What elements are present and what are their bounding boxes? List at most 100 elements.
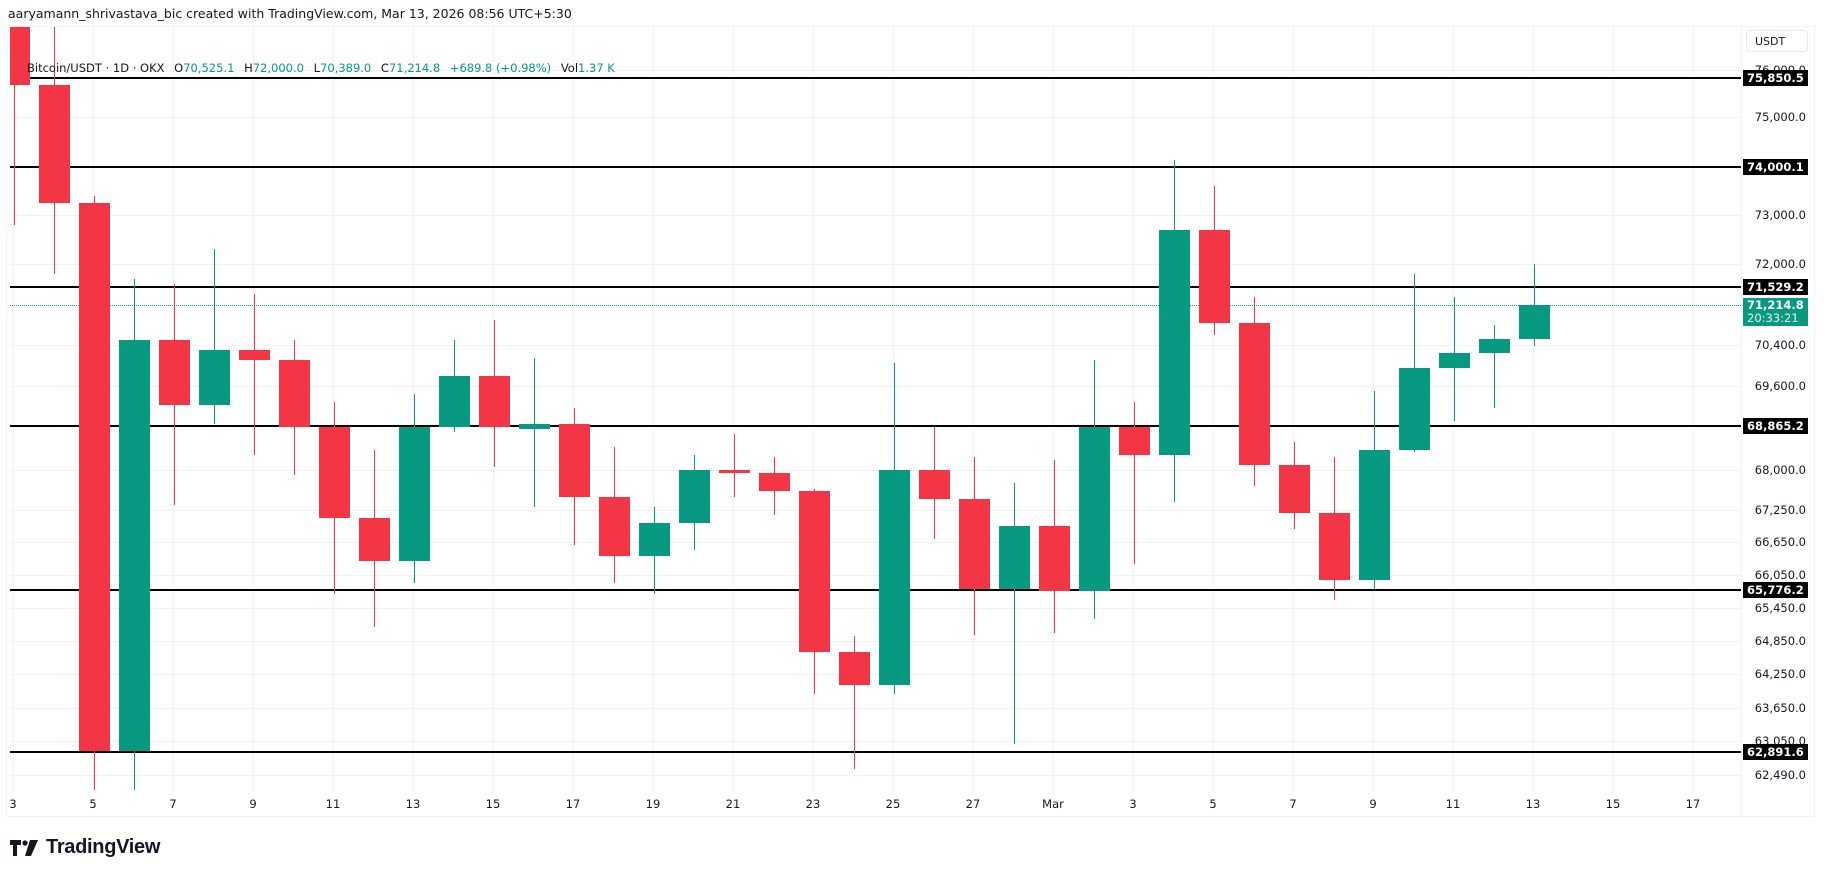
candle-up[interactable] [1359,449,1390,581]
grid-line-horizontal [10,510,1741,511]
candle-up[interactable] [639,523,670,556]
horizontal-level-line[interactable] [10,77,1741,79]
price-axis-label: 64,850.0 [1754,634,1806,648]
close-label: C [380,61,389,75]
candle-wick [734,434,735,497]
level-price-tag: 74,000.1 [1743,159,1808,175]
candle-down[interactable] [1039,526,1070,592]
bar-countdown: 20:33:21 [1747,311,1799,325]
horizontal-level-line[interactable] [10,425,1741,427]
candle-wick [1014,483,1015,745]
candle-down[interactable] [279,360,310,427]
grid-line-vertical [573,27,574,790]
time-axis-label: 25 [885,797,901,811]
grid-line-vertical [413,27,414,790]
horizontal-level-line[interactable] [10,166,1741,168]
candle-wick [1414,273,1415,453]
candle-up[interactable] [879,470,910,686]
grid-line-horizontal [10,674,1741,675]
candle-down[interactable] [1319,512,1350,581]
grid-line-vertical [813,27,814,790]
grid-line-horizontal [10,215,1741,216]
candle-up[interactable] [119,340,150,752]
grid-line-horizontal [10,775,1741,776]
time-axis-label: 15 [485,797,501,811]
time-axis-label: 3 [1129,797,1137,811]
time-axis-label: 7 [1289,797,1297,811]
candle-down[interactable] [159,340,190,406]
candle-down[interactable] [79,203,110,752]
price-axis-label: 70,400.0 [1754,338,1806,352]
horizontal-level-line[interactable] [10,589,1741,591]
grid-line-vertical [1133,27,1134,790]
candle-down[interactable] [39,84,70,203]
candle-down[interactable] [1279,464,1310,513]
horizontal-level-line[interactable] [10,751,1741,753]
price-axis[interactable]: USDT 76,000.075,000.073,000.072,000.070,… [1741,27,1816,817]
grid-line-horizontal [10,741,1741,742]
price-axis-label: 63,650.0 [1754,701,1806,715]
time-axis-label: 13 [405,797,421,811]
grid-line-vertical [893,27,894,790]
tradingview-logo-icon [10,839,38,856]
grid-line-vertical [1053,27,1054,790]
price-axis-label: 75,000.0 [1754,110,1806,124]
candle-down[interactable] [359,518,390,562]
time-axis-label: 7 [169,797,177,811]
candle-up[interactable] [1399,368,1430,450]
level-price-tag: 65,776.2 [1743,582,1808,598]
last-price-value: 71,214.8 [1747,298,1804,312]
candle-down[interactable] [559,424,590,497]
time-axis-label: 11 [325,797,341,811]
grid-line-horizontal [10,264,1741,265]
candle-down[interactable] [599,496,630,556]
candle-down[interactable] [839,652,870,686]
candle-up[interactable] [519,424,550,430]
candle-wick [854,635,855,769]
grid-line-vertical [1693,27,1694,790]
candle-down[interactable] [479,375,510,427]
candle-up[interactable] [399,426,430,562]
low-label: L [313,61,321,75]
candle-up[interactable] [1079,426,1110,592]
chart-plot-area[interactable]: Bitcoin/USDT · 1D · OKX O70,525.1 H72,00… [10,27,1741,790]
candle-down[interactable] [919,470,950,500]
price-axis-label: 73,000.0 [1754,208,1806,222]
candle-down[interactable] [239,350,270,361]
time-axis-label: 5 [1209,797,1217,811]
grid-line-vertical [1613,27,1614,790]
candle-down[interactable] [799,491,830,652]
candle-down[interactable] [719,470,750,473]
candle-down[interactable] [759,472,790,492]
candle-up[interactable] [1439,352,1470,369]
candle-up[interactable] [1479,338,1510,353]
price-axis-label: 72,000.0 [1754,257,1806,271]
candle-up[interactable] [439,375,470,427]
currency-unit-button[interactable]: USDT [1746,30,1808,52]
candle-up[interactable] [999,526,1030,589]
time-axis-label: 15 [1605,797,1621,811]
candle-down[interactable] [1239,322,1270,465]
candle-down[interactable] [319,426,350,518]
tradingview-logo: TradingView [10,836,160,859]
horizontal-level-line[interactable] [10,286,1741,288]
candle-down[interactable] [959,499,990,589]
candle-down[interactable] [10,27,30,85]
grid-line-vertical [1373,27,1374,790]
candle-wick [14,27,15,225]
grid-line-vertical [1453,27,1454,790]
candle-up[interactable] [1519,305,1550,339]
candle-down[interactable] [1199,229,1230,323]
open-label: O [174,61,184,75]
grid-line-vertical [733,27,734,790]
grid-line-horizontal [10,70,1741,71]
chart-credit: aaryamann_shrivastava_bic created with T… [8,6,572,21]
symbol-name[interactable]: Bitcoin/USDT · 1D · OKX [27,61,165,75]
symbol-legend: Bitcoin/USDT · 1D · OKX O70,525.1 H72,00… [27,61,615,75]
candle-up[interactable] [1159,229,1190,455]
time-axis-label: 17 [565,797,581,811]
candle-up[interactable] [679,470,710,524]
time-axis[interactable]: 3 5 7 9 11 13 15 17 19 21 23 25 27 Mar 3 5 7 9 11 13 15 17 [9,790,1741,817]
candle-down[interactable] [1119,426,1150,455]
candle-up[interactable] [199,350,230,406]
